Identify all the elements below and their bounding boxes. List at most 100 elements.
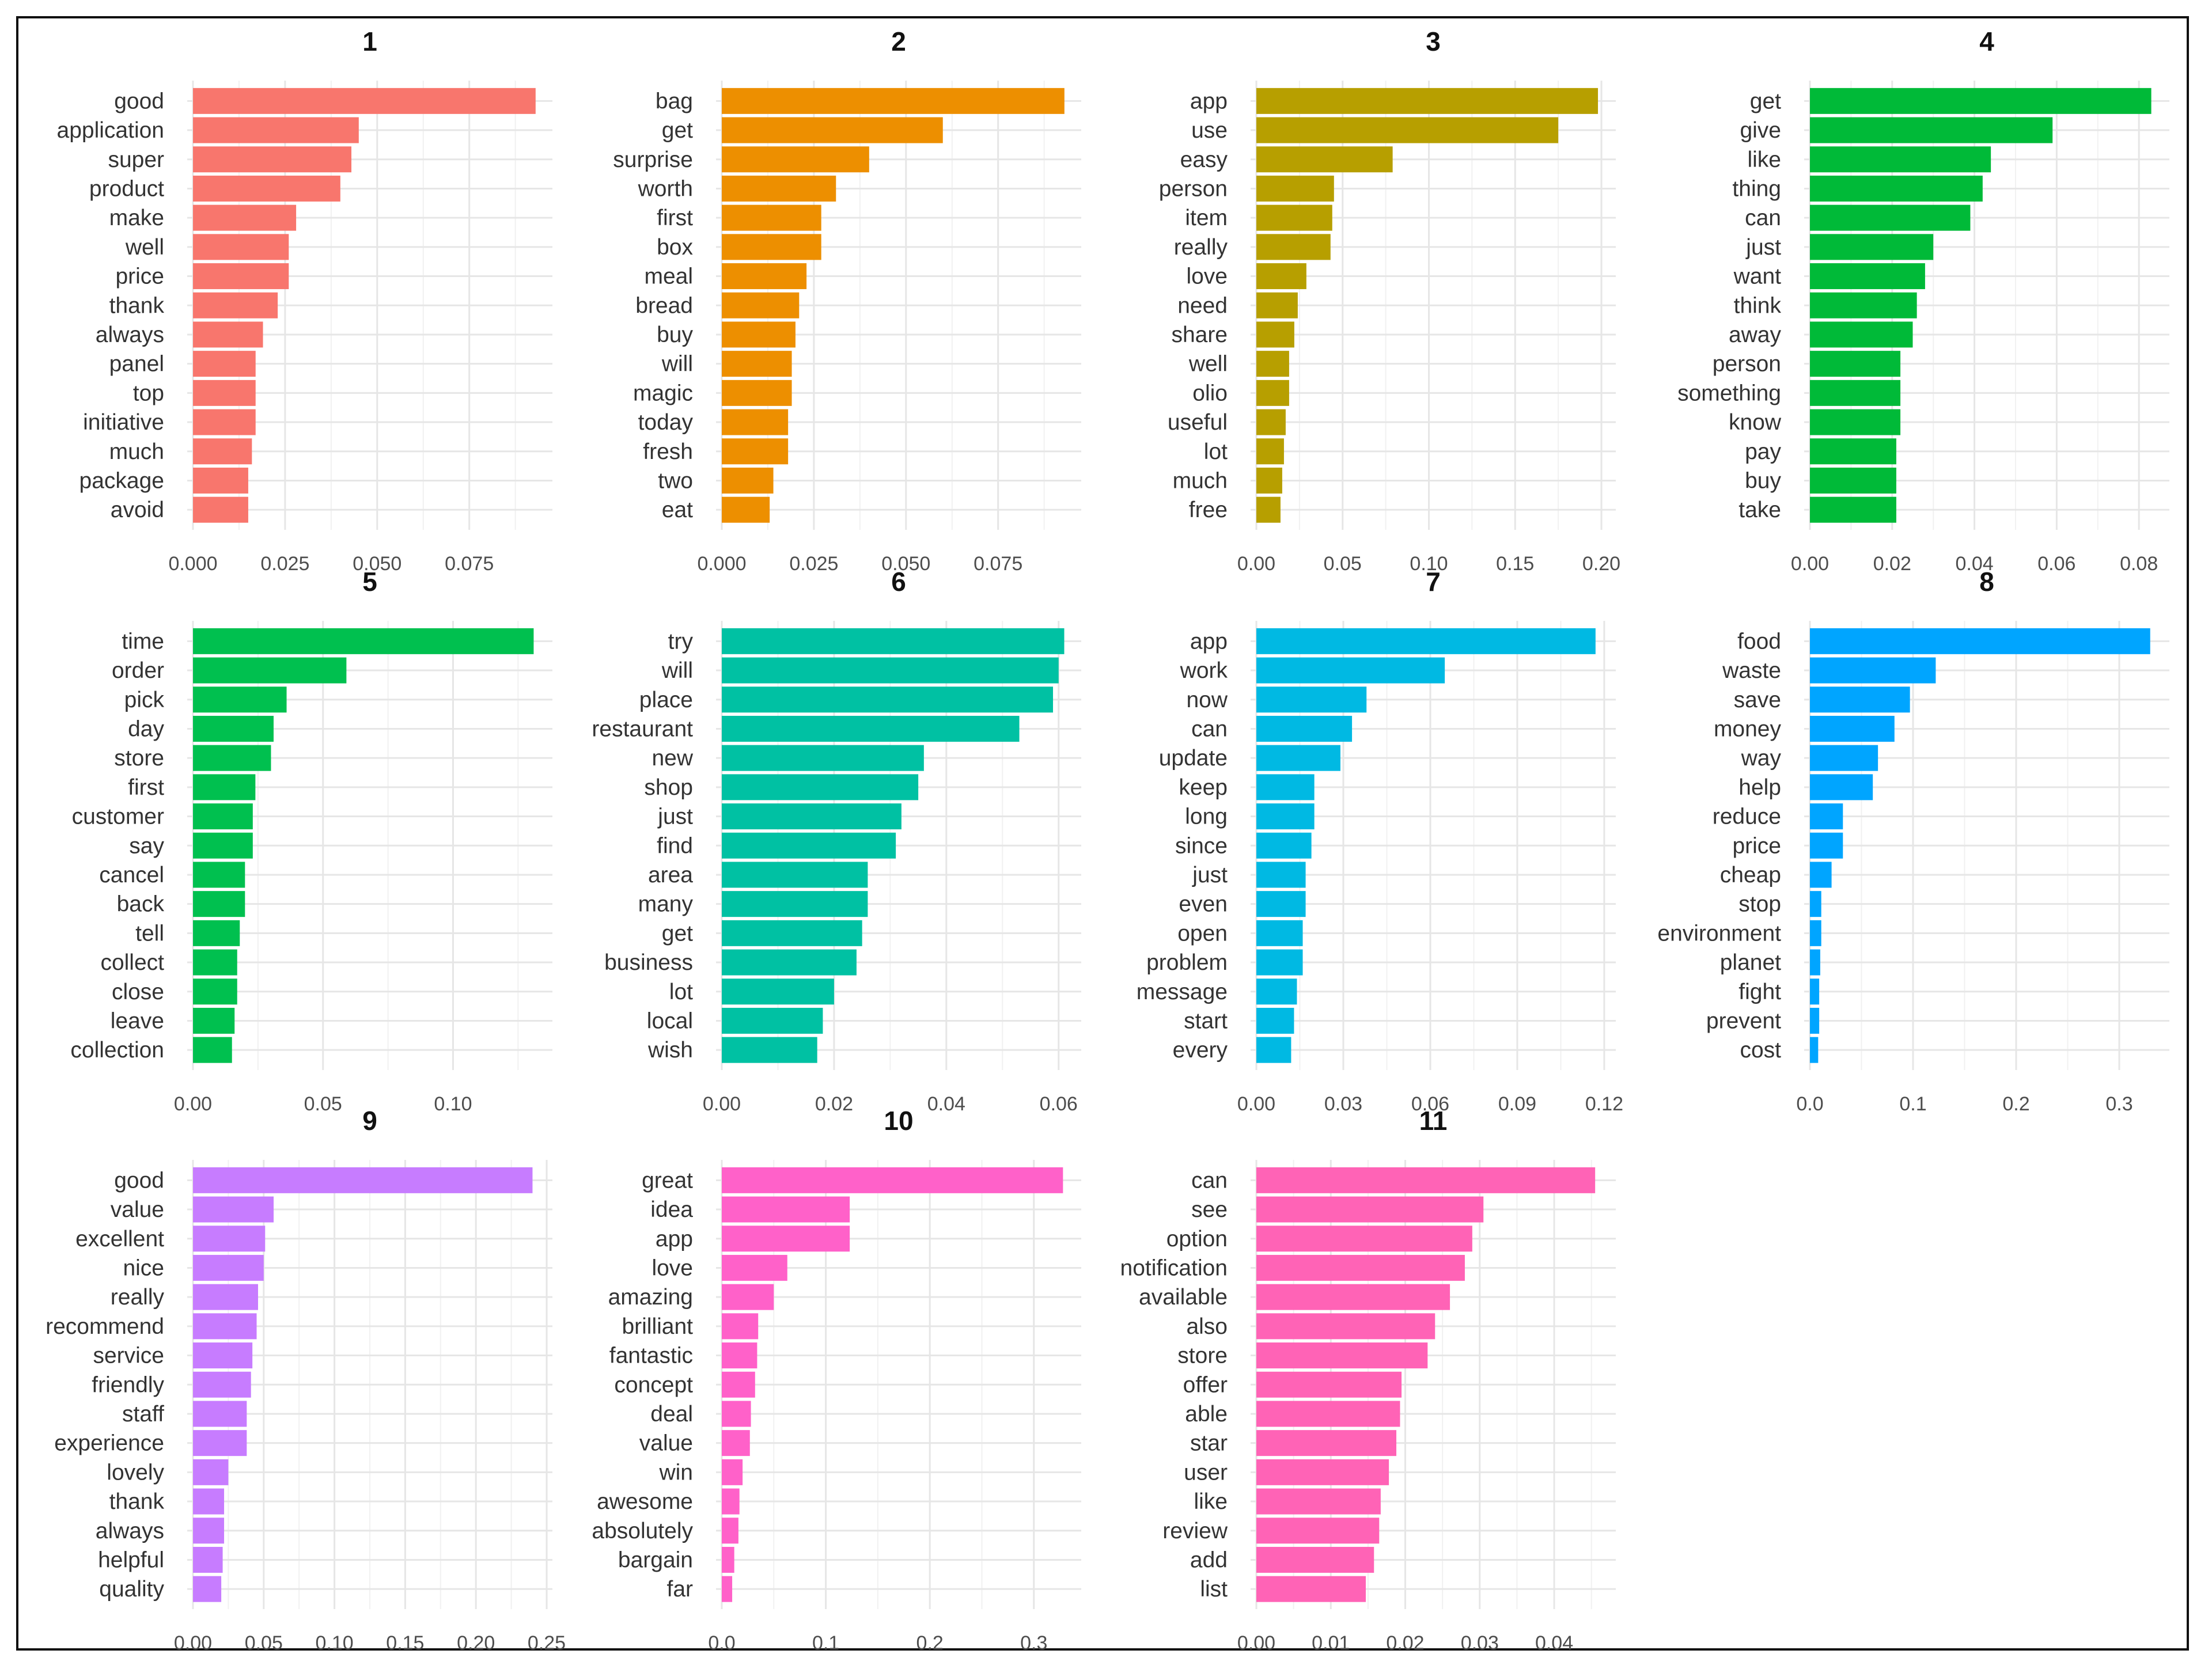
x-tick-label: 0.06 xyxy=(2037,553,2075,575)
category-label: cost xyxy=(1740,1038,1781,1063)
category-label: cheap xyxy=(1720,863,1781,887)
panel-title-10: 10 xyxy=(884,1106,913,1136)
bar-absolutely xyxy=(722,1518,738,1544)
x-tick-label: 0.025 xyxy=(260,553,309,575)
x-tick-label: 0.00 xyxy=(1237,1093,1275,1115)
bar-also xyxy=(1256,1313,1435,1340)
bar-thing xyxy=(1810,175,1983,202)
category-label: eat xyxy=(662,498,693,522)
bar-food xyxy=(1810,628,2150,654)
category-label: user xyxy=(1184,1460,1228,1485)
x-tick-label: 0.05 xyxy=(304,1093,342,1115)
bar-value xyxy=(722,1430,750,1456)
bar-stop xyxy=(1810,891,1821,917)
x-tick-label: 0.1 xyxy=(812,1632,839,1654)
bar-get xyxy=(1810,88,2152,114)
bar-panel xyxy=(193,351,256,377)
x-tick-label: 0.02 xyxy=(1386,1632,1424,1654)
bar-help xyxy=(1810,774,1873,801)
bar-give xyxy=(1810,117,2053,143)
category-label: able xyxy=(1185,1402,1228,1427)
category-label: get xyxy=(662,118,693,143)
bar-product xyxy=(193,175,340,202)
bar-know xyxy=(1810,409,1901,435)
bar-box xyxy=(722,234,821,260)
category-label: need xyxy=(1177,293,1228,318)
x-tick-label: 0.02 xyxy=(815,1093,853,1115)
category-label: win xyxy=(658,1460,693,1485)
category-label: fresh xyxy=(643,439,693,464)
bar-first xyxy=(722,204,821,231)
x-tick-label: 0.025 xyxy=(789,553,838,575)
x-tick-label: 0.12 xyxy=(1585,1093,1623,1115)
category-label: away xyxy=(1729,323,1782,347)
bar-good xyxy=(193,88,536,114)
category-label: bread xyxy=(635,293,693,318)
bar-bread xyxy=(722,292,800,318)
bar-restaurant xyxy=(722,715,1020,742)
bar-love xyxy=(1256,263,1306,290)
category-label: amazing xyxy=(608,1285,693,1310)
bar-review xyxy=(1256,1518,1380,1544)
category-label: buy xyxy=(657,323,693,347)
bar-cancel xyxy=(193,862,245,888)
x-tick-label: 0.00 xyxy=(174,1093,212,1115)
bar-experience xyxy=(193,1430,247,1456)
bar-pick xyxy=(193,686,287,713)
bar-local xyxy=(722,1007,823,1034)
bar-money xyxy=(1810,715,1895,742)
category-label: option xyxy=(1166,1227,1228,1251)
x-tick-label: 0.04 xyxy=(927,1093,965,1115)
category-label: far xyxy=(666,1577,693,1602)
bar-super xyxy=(193,146,352,173)
category-label: well xyxy=(125,235,164,260)
bar-planet xyxy=(1810,949,1820,976)
bar-concept xyxy=(722,1371,755,1398)
category-label: love xyxy=(1186,264,1228,289)
category-label: always xyxy=(96,323,164,347)
bar-think xyxy=(1810,292,1917,318)
bar-option xyxy=(1256,1226,1472,1252)
facet-panel-5: 5 time order pick day store first customer say ca… xyxy=(70,567,552,1115)
category-label: like xyxy=(1194,1489,1228,1514)
bar-fresh xyxy=(722,438,789,465)
category-label: really xyxy=(1174,235,1228,260)
category-label: local xyxy=(647,1008,693,1033)
bar-customer xyxy=(193,803,253,830)
category-label: shop xyxy=(644,775,693,800)
bar-can xyxy=(1256,715,1353,742)
bar-good xyxy=(193,1167,533,1193)
bar-package xyxy=(193,467,248,494)
category-label: absolutely xyxy=(592,1519,693,1543)
bar-price xyxy=(193,263,289,290)
bar-person xyxy=(1810,351,1901,377)
x-tick-label: 0.075 xyxy=(974,553,1022,575)
category-label: package xyxy=(79,468,164,493)
bar-many xyxy=(722,891,868,917)
category-label: food xyxy=(1737,629,1781,654)
category-label: problem xyxy=(1146,950,1228,975)
x-tick-label: 0.20 xyxy=(1582,553,1620,575)
bar-recommend xyxy=(193,1313,257,1340)
category-label: magic xyxy=(633,381,693,405)
bar-really xyxy=(1256,234,1331,260)
category-label: experience xyxy=(54,1431,164,1456)
bar-notification xyxy=(1256,1254,1465,1281)
bar-app xyxy=(722,1226,850,1252)
panel-title-11: 11 xyxy=(1419,1106,1448,1136)
x-tick-label: 0.00 xyxy=(1791,553,1829,575)
bar-eat xyxy=(722,496,770,523)
x-tick-label: 0.05 xyxy=(245,1632,283,1654)
category-label: collect xyxy=(100,950,164,975)
bar-will xyxy=(722,351,792,377)
category-label: wish xyxy=(647,1038,693,1063)
bar-much xyxy=(1256,467,1282,494)
category-label: just xyxy=(1745,235,1781,260)
bar-problem xyxy=(1256,949,1303,976)
bar-much xyxy=(193,438,252,465)
bar-fantastic xyxy=(722,1342,757,1369)
category-label: update xyxy=(1159,746,1228,771)
bar-free xyxy=(1256,496,1281,523)
bar-surprise xyxy=(722,146,869,173)
facet-panel-8: 8 food waste save money way help reduce price che… xyxy=(1657,567,2169,1115)
